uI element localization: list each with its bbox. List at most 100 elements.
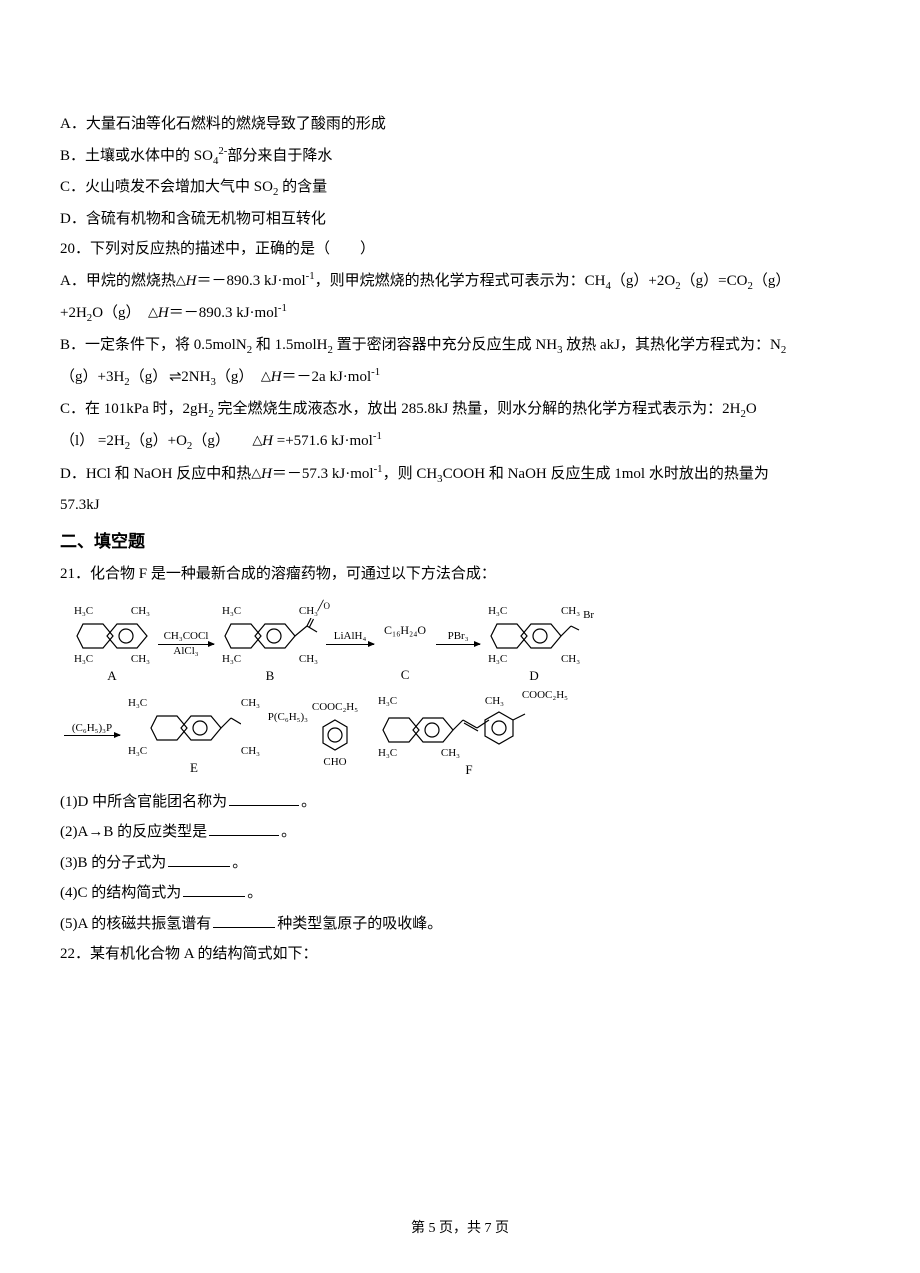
text: C．火山喷发不会增加大气中 SO	[60, 179, 273, 195]
label-b: B	[266, 669, 275, 682]
ch3-label: CH₃	[299, 606, 318, 618]
text: 放热 akJ，其热化学方程式为：N	[563, 337, 781, 353]
label-c: C	[401, 663, 410, 688]
text: （g）+O	[130, 433, 187, 449]
sup: -1	[306, 270, 315, 282]
text: (4)C 的结构简式为	[60, 885, 181, 901]
molecule-d: H₃CCH₃Br H₃CCH₃ D	[484, 606, 584, 682]
text: A．甲烷的燃烧热	[60, 273, 176, 289]
text: B．土壤或水体中的 SO	[60, 148, 213, 164]
text: （g）	[216, 369, 261, 385]
text: B．一定条件下，将 0.5molN	[60, 337, 247, 353]
q21-sub5: (5)A 的核磁共振氢谱有种类型氢原子的吸收峰。	[60, 910, 860, 939]
q21-sub4: (4)C 的结构简式为 。	[60, 879, 860, 908]
subst-text: COOC₂H₅	[312, 697, 358, 718]
q20-option-b-line1: B．一定条件下，将 0.5molN2 和 1.5molH2 置于密闭容器中充分反…	[60, 331, 860, 361]
arrow-icon	[436, 644, 480, 645]
molecule-b: H₃CCH₃╱O H₃CCH₃ B	[218, 606, 322, 682]
reaction-scheme-diagram: H₃CCH₃ H₃CCH₃ A CH₃COCl AlCl₃ H₃CCH₃╱O	[70, 600, 860, 776]
blank-field[interactable]	[229, 791, 299, 806]
label-e: E	[190, 761, 198, 774]
q19-option-c: C．火山喷发不会增加大气中 SO2 的含量	[60, 173, 860, 203]
text: ，则 CH	[383, 466, 438, 482]
label-f: F	[465, 763, 472, 776]
sup: -1	[373, 430, 382, 442]
delta-icon: △	[261, 369, 271, 383]
var-h: H	[261, 466, 272, 482]
reagent-text: LiAlH₄	[334, 631, 367, 643]
q20-option-b-line2: （g）+3H2（g） ⇌ 2NH3（g） △H＝－2a kJ·mol-1	[60, 362, 860, 393]
blank-field[interactable]	[168, 852, 230, 867]
arrow-icon	[64, 735, 120, 736]
text: 。	[232, 855, 247, 871]
solvent-text: AlCl₃	[173, 646, 198, 658]
arrow-icon	[326, 644, 374, 645]
subst-text: CHO	[323, 752, 346, 773]
ch3-label: CH₃	[561, 606, 580, 618]
text: O（g）	[92, 305, 148, 321]
var-h: H	[262, 433, 273, 449]
q21-sub3: (3)B 的分子式为 。	[60, 849, 860, 878]
text: （g）+2O	[611, 273, 675, 289]
text: ＝－890.3 kJ·mol	[197, 273, 306, 289]
q20-option-c-line2: （l） =2H2（g）+O2（g） △H =+571.6 kJ·mol-1	[60, 426, 860, 457]
text: (3)B 的分子式为	[60, 855, 166, 871]
text: 页，共	[436, 1221, 485, 1236]
delta-icon: △	[148, 305, 158, 319]
text: ＝－890.3 kJ·mol	[169, 305, 278, 321]
page-footer: 第 5 页，共 7 页	[0, 1216, 920, 1243]
q20-stem: 20．下列对反应热的描述中，正确的是（ ）	[60, 235, 860, 264]
blank-field[interactable]	[183, 882, 245, 897]
text: (1)D 中所含官能团名称为	[60, 794, 227, 810]
ch3-label: CH₃	[441, 748, 460, 760]
q21-sub2: (2)A→B 的反应类型是。	[60, 818, 860, 847]
text: =+571.6 kJ·mol	[273, 433, 373, 449]
sub: 2	[781, 344, 786, 356]
sup: -1	[371, 366, 380, 378]
q19-option-a: A．大量石油等化石燃料的燃烧导致了酸雨的形成	[60, 110, 860, 139]
ch3-label: H₃C	[74, 654, 93, 666]
text: 种类型氢原子的吸收峰。	[277, 916, 442, 932]
q20-option-a-line1: A．甲烷的燃烧热△H＝－890.3 kJ·mol-1，则甲烷燃烧的热化学方程式可…	[60, 266, 860, 297]
subst-text: ╱O	[317, 602, 330, 612]
ch3-label: H₃C	[222, 654, 241, 666]
q21-stem: 21．化合物 F 是一种最新合成的溶瘤药物，可通过以下方法合成：	[60, 560, 860, 589]
subst-text: Br	[583, 610, 594, 621]
blank-field[interactable]	[213, 913, 275, 928]
sup: 2-	[218, 145, 227, 157]
delta-icon: △	[251, 466, 261, 480]
q19-option-b: B．土壤或水体中的 SO42-部分来自于降水	[60, 141, 860, 172]
section-2-header: 二、填空题	[60, 526, 860, 558]
text: （l） =2H	[60, 433, 125, 449]
text: 。	[247, 885, 262, 901]
text: （g）+3H	[60, 369, 124, 385]
ch3-label: CH₃	[561, 654, 580, 666]
benzene-icon	[320, 718, 350, 752]
text: 页	[492, 1221, 510, 1236]
blank-field[interactable]	[209, 821, 279, 836]
text: 部分来自于降水	[227, 148, 332, 164]
page-number: 5	[429, 1221, 436, 1236]
text: 完全燃烧生成液态水，放出 285.8kJ 热量，则水分解的热化学方程式表示为：2…	[214, 401, 741, 417]
page-total: 7	[485, 1221, 492, 1236]
text: （g）	[753, 273, 791, 289]
delta-icon: △	[252, 433, 262, 447]
ch3-label: CH₃	[241, 746, 260, 758]
product-structure-icon	[379, 708, 559, 748]
arrow-c-to-d: PBr₃	[432, 631, 484, 657]
delta-icon: △	[176, 273, 186, 287]
q20-option-d-line1: D．HCl 和 NaOH 反应中和热△H＝－57.3 kJ·mol-1，则 CH…	[60, 459, 860, 490]
text: ＝－57.3 kJ·mol	[272, 466, 374, 482]
text: 第	[411, 1221, 429, 1236]
text: ＝－2a kJ·mol	[282, 369, 372, 385]
molecule-f: H₃CCH₃COOC₂H₅ H₃CCH₃ F	[374, 696, 564, 776]
var-h: H	[158, 305, 169, 321]
text: +2H	[60, 305, 87, 321]
var-h: H	[186, 273, 197, 289]
q22-stem: 22．某有机化合物 A 的结构简式如下：	[60, 940, 860, 969]
ch3-label: H₃C	[488, 654, 507, 666]
sup: -1	[278, 302, 287, 314]
arrow-d-to-e: (C₆H₅)₃P	[60, 723, 124, 749]
ch3-label: H₃C	[128, 746, 147, 758]
text: (2)A→B 的反应类型是	[60, 824, 207, 840]
